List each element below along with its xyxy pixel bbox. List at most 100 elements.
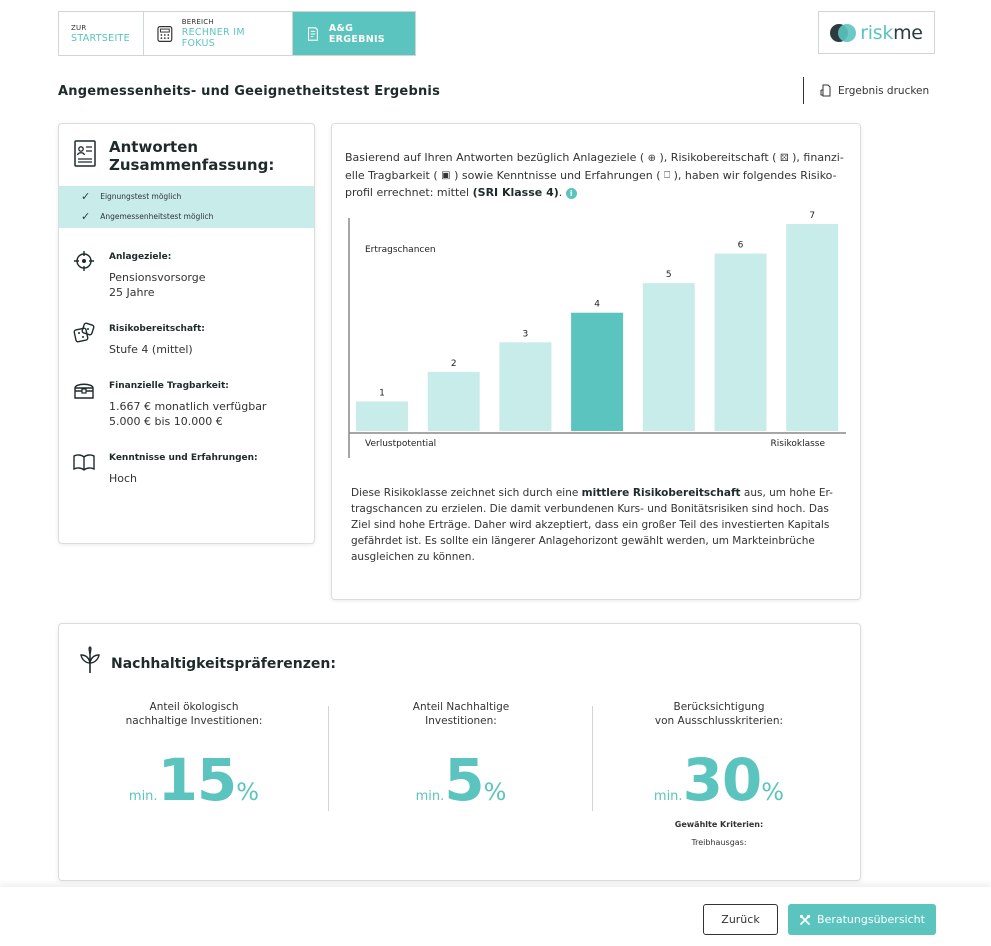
intro-text: Basierend auf Ihren Antworten bezüglich …	[345, 151, 645, 164]
sprout-icon	[80, 646, 100, 673]
bar-label-4: 4	[594, 300, 600, 310]
sustainability-column-ausschluss: Berücksichtigung von Ausschlusskriterien…	[639, 700, 799, 814]
treasure-chest-icon	[74, 383, 94, 399]
section-label: Anlageziele:	[109, 252, 172, 262]
section-values: Pensionsvorsorge 25 Jahre	[109, 270, 206, 300]
check-label: Eignungstest möglich	[100, 191, 182, 201]
sustainability-title: Nachhaltigkeitspräferenzen:	[111, 656, 336, 672]
bar-label-6: 6	[738, 241, 744, 251]
tab-startseite-label: STARTSEITE	[71, 32, 130, 44]
book-icon	[73, 454, 95, 471]
value-unit: %	[483, 778, 507, 806]
logo-wordmark: riskme	[860, 21, 923, 44]
tools-icon	[799, 914, 811, 925]
column-caption-line: Anteil ökologisch	[149, 701, 239, 713]
bar-class-7	[786, 224, 839, 431]
treasure-chest-icon: ▣	[441, 170, 451, 181]
intro-text: ), Risikobereitschaft (	[659, 151, 777, 164]
bar-class-3	[499, 342, 552, 431]
column-caption-line: Anteil Nachhaltige	[412, 701, 510, 713]
section-risikobereitschaft: Risikobereitschaft: Stufe 4 (mittel)	[73, 322, 205, 357]
bar-label-1: 1	[379, 388, 385, 398]
check-item: ✓ Angemessenheitstest möglich	[59, 206, 314, 226]
target-icon	[74, 251, 94, 271]
clipboard-list-icon	[74, 140, 96, 167]
bar-label-5: 5	[666, 270, 672, 280]
target-icon: ⊕	[647, 152, 657, 164]
section-value: 25 Jahre	[109, 286, 155, 299]
bar-class-1	[356, 401, 408, 431]
value-prefix: min.	[415, 789, 445, 804]
logo-wordmark-right: me	[893, 21, 923, 44]
tab-ag-ergebnis-label: A&G ERGEBNIS	[328, 22, 385, 45]
consultation-overview-label: Beratungsübersicht	[817, 913, 925, 926]
info-icon[interactable]: i	[565, 187, 577, 199]
section-label: Risikobereitschaft:	[109, 324, 205, 334]
y-axis-label: Ertragschancen	[365, 245, 436, 255]
section-values: 1.667 € monatlich verfügbar 5.000 € bis …	[109, 399, 266, 429]
column-caption-line: Investitionen:	[425, 715, 497, 727]
result-description: Diese Risikoklasse zeichnet sich durch e…	[351, 485, 841, 565]
sustainability-column-oekologisch: Anteil ökologisch nachhaltige Investitio…	[114, 700, 274, 814]
column-caption-line: von Ausschlusskriterien:	[654, 715, 784, 727]
bar-label-2: 2	[451, 359, 457, 369]
column-divider	[592, 706, 593, 811]
print-result-button[interactable]: Ergebnis drucken	[803, 77, 929, 104]
column-value: min.15%	[114, 746, 274, 814]
column-caption-line: nachhaltige Investitionen:	[125, 715, 263, 727]
intro-text: ), haben wir folgendes Risiko-profil err…	[345, 168, 837, 200]
x-axis-label-left: Verlustpotential	[365, 439, 436, 449]
intro-text: ), finanzi-elle Tragbarkeit (	[345, 151, 844, 182]
tab-rechner-label: RECHNER IM FOKUS	[181, 27, 245, 49]
summary-title-line2: Zusammenfassung:	[109, 156, 275, 174]
check-item: ✓ Eignungstest möglich	[59, 186, 314, 206]
bar-class-4	[571, 312, 624, 431]
section-values: Hoch	[109, 471, 258, 486]
value-number: 30	[682, 746, 763, 814]
section-value: Hoch	[109, 472, 138, 485]
column-divider	[328, 706, 329, 811]
calculator-icon	[157, 25, 173, 42]
summary-title-line1: Antworten	[109, 138, 199, 156]
logo-mark-icon	[830, 23, 857, 43]
criteria-label: Gewählte Kriterien:	[674, 820, 764, 829]
logo-wordmark-left: risk	[860, 21, 894, 44]
riskme-logo[interactable]: riskme	[818, 11, 935, 54]
summary-title: Antworten Zusammenfassung:	[109, 138, 274, 174]
dice-icon: ⚄	[779, 152, 789, 164]
value-prefix: min.	[653, 789, 683, 804]
bar-label-3: 3	[523, 329, 529, 339]
value-number: 5	[444, 746, 484, 814]
consultation-overview-button[interactable]: Beratungsübersicht	[788, 904, 936, 935]
document-icon	[307, 26, 318, 41]
sustainability-card: Nachhaltigkeitspräferenzen: Anteil ökolo…	[58, 623, 861, 881]
sustainability-header: Nachhaltigkeitspräferenzen:	[79, 646, 336, 674]
summary-header: Antworten Zusammenfassung:	[73, 138, 274, 174]
tab-startseite[interactable]: ZUR STARTSEITE	[59, 12, 144, 55]
sustainability-column-nachhaltig: Anteil Nachhaltige Investitionen: min.5%	[381, 700, 541, 814]
tab-rechner[interactable]: BEREICH RECHNER IM FOKUS	[144, 12, 293, 55]
section-kenntnisse: Kenntnisse und Erfahrungen: Hoch	[73, 451, 258, 486]
checkmark-icon: ✓	[81, 189, 91, 203]
desc-text: Diese Risikoklasse zeichnet sich durch e…	[351, 487, 582, 499]
book-icon: ⎕	[664, 170, 671, 181]
column-caption-line: Berücksichtigung	[673, 701, 765, 713]
print-label: Ergebnis drucken	[838, 84, 930, 97]
tab-startseite-small: ZUR	[71, 23, 87, 32]
column-caption: Berücksichtigung von Ausschlusskriterien…	[639, 700, 799, 728]
page-title: Angemessenheits- und Geeignetheitstest E…	[58, 84, 441, 99]
criteria-item: Treibhausgas:	[691, 838, 747, 847]
sri-class: (SRI Klasse 4)	[472, 186, 559, 199]
value-prefix: min.	[128, 789, 158, 804]
column-caption: Anteil ökologisch nachhaltige Investitio…	[114, 700, 274, 728]
section-label: Finanzielle Tragbarkeit:	[109, 381, 229, 391]
bar-class-5	[642, 283, 695, 431]
back-button[interactable]: Zurück	[703, 904, 778, 935]
print-icon	[820, 84, 831, 97]
checks-panel: ✓ Eignungstest möglich ✓ Angemessenheits…	[59, 186, 314, 228]
column-value: min.30%	[639, 746, 799, 814]
intro-end: .	[558, 186, 563, 199]
tab-ag-ergebnis[interactable]: A&G ERGEBNIS	[293, 12, 415, 55]
checkmark-icon: ✓	[81, 209, 91, 223]
section-label: Kenntnisse und Erfahrungen:	[109, 453, 258, 463]
